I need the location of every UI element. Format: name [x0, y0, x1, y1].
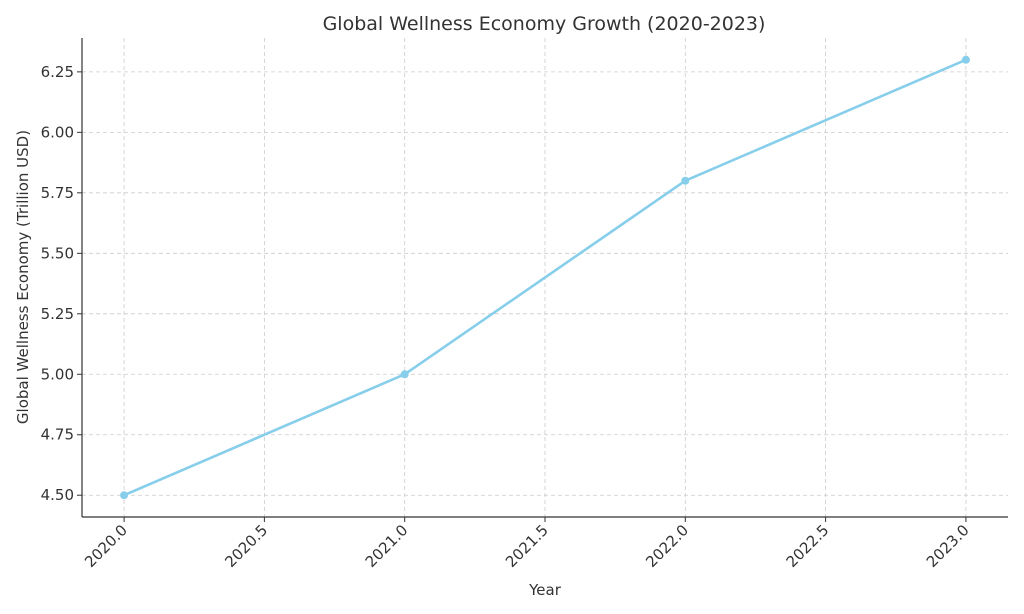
x-tick-label: 2023.0: [923, 521, 973, 571]
y-tick-label: 4.75: [41, 426, 74, 444]
x-tick-label: 2022.0: [642, 521, 692, 571]
x-tick-label: 2020.0: [81, 521, 131, 571]
series-line: [123, 58, 967, 497]
y-axis-ticks: 4.50 4.75 5.00 5.25 5.50 5.75 6.00 6.25: [41, 63, 82, 504]
x-tick-label: 2021.0: [362, 521, 412, 571]
x-axis-label: Year: [528, 581, 562, 599]
y-tick-label: 4.50: [41, 486, 74, 504]
plot-area: [120, 55, 970, 500]
data-point: [961, 55, 970, 64]
x-axis-ticks: 2020.0 2020.5 2021.0 2021.5 2022.0 2022.5 2023…: [81, 517, 973, 571]
y-tick-label: 5.75: [41, 184, 74, 202]
y-tick-label: 5.50: [41, 244, 74, 262]
data-point: [681, 176, 690, 185]
data-point: [120, 491, 129, 500]
y-tick-label: 5.25: [41, 305, 74, 323]
y-tick-label: 6.00: [41, 123, 74, 141]
chart-title: Global Wellness Economy Growth (2020-202…: [323, 13, 766, 35]
x-tick-label: 2021.5: [502, 521, 552, 571]
data-point: [400, 370, 409, 379]
y-tick-label: 5.00: [41, 365, 74, 383]
x-tick-label: 2020.5: [221, 521, 271, 571]
y-tick-label: 6.25: [41, 63, 74, 81]
x-tick-label: 2022.5: [783, 521, 833, 571]
y-axis-label: Global Wellness Economy (Trillion USD): [14, 130, 32, 424]
grid: [82, 38, 1008, 517]
